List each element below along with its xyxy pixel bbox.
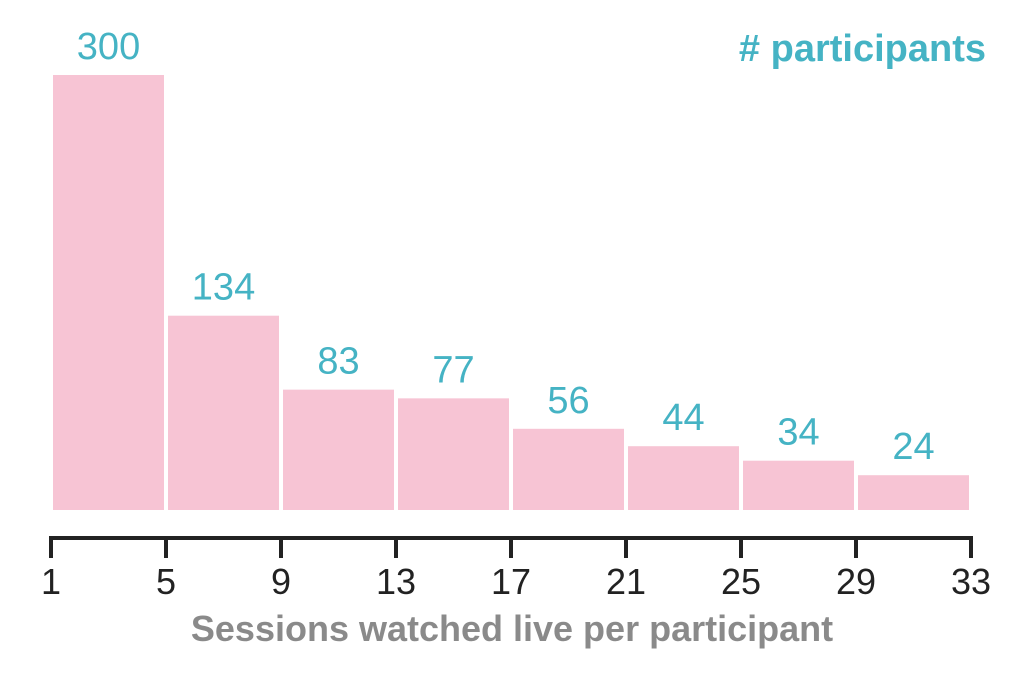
bar-1 [53, 75, 164, 510]
data-label-4: 77 [432, 349, 474, 391]
x-tick-label-29: 29 [836, 561, 876, 602]
bar-6 [628, 446, 739, 510]
x-tick-label-1: 1 [41, 561, 61, 602]
x-tick-label-17: 17 [491, 561, 531, 602]
x-tick-label-13: 13 [376, 561, 416, 602]
bar-4 [398, 398, 509, 510]
data-label-7: 34 [777, 412, 819, 454]
data-label-2: 134 [192, 267, 255, 309]
series-label: # participants [738, 28, 986, 70]
x-tick-label-5: 5 [156, 561, 176, 602]
x-axis-label: Sessions watched live per participant [190, 608, 834, 649]
bar-8 [858, 475, 969, 510]
bar-3 [283, 389, 394, 510]
data-label-3: 83 [317, 341, 359, 383]
bar-5 [513, 428, 624, 510]
x-tick-label-21: 21 [606, 561, 646, 602]
x-tick-label-9: 9 [271, 561, 291, 602]
data-label-1: 300 [77, 26, 140, 68]
x-tick-label-33: 33 [951, 561, 991, 602]
data-label-6: 44 [662, 397, 704, 439]
data-label-5: 56 [547, 380, 589, 422]
bar-2 [168, 315, 279, 510]
x-tick-label-25: 25 [721, 561, 761, 602]
bar-7 [743, 460, 854, 510]
data-label-8: 24 [892, 426, 934, 468]
